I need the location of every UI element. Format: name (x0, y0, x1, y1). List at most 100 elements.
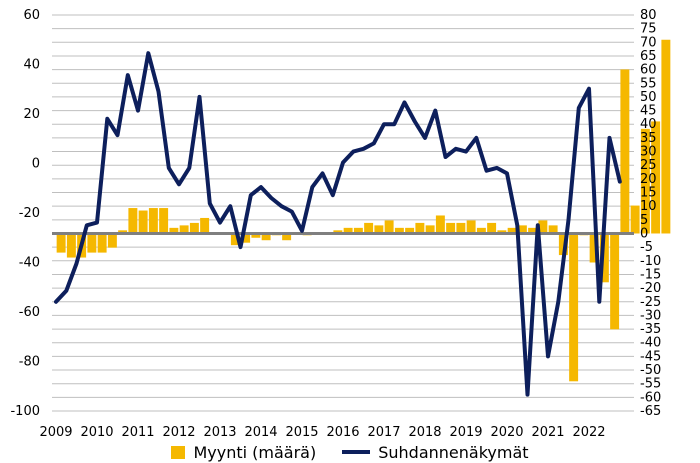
x-tick-label: 2012 (162, 425, 195, 440)
legend: Myynti (määrä) Suhdannenäkymät (0, 442, 700, 462)
right-tick-label: 60 (640, 63, 657, 78)
outlook-line-series (54, 51, 622, 397)
x-tick-label: 2015 (285, 425, 318, 440)
sales-bar (456, 222, 466, 234)
x-tick-label: 2011 (121, 425, 154, 440)
sales-bar (558, 233, 568, 256)
sales-bar (353, 227, 363, 234)
sales-bar (415, 222, 425, 234)
right-tick-label: 5 (640, 213, 648, 228)
sales-bar (87, 233, 97, 253)
x-tick-label: 2013 (203, 425, 236, 440)
sales-bar (97, 233, 107, 253)
right-tick-label: 50 (640, 90, 657, 105)
left-tick-label: -20 (19, 206, 40, 221)
sales-bar (476, 227, 486, 234)
left-tick-label: 40 (23, 58, 40, 73)
sales-bar (435, 215, 445, 234)
x-tick-label: 2022 (572, 425, 605, 440)
sales-bar (610, 233, 620, 330)
sales-bar (651, 121, 661, 234)
left-tick-label: -80 (19, 355, 40, 370)
left-tick-label: -100 (10, 404, 40, 419)
legend-item-outlook: Suhdannenäkymät (342, 443, 529, 462)
x-axis-ticks: 2009 2010 2011 2012 2013 2014 2015 2016 2017 2018… (39, 425, 605, 440)
sales-bar (620, 69, 630, 234)
sales-bar (169, 227, 179, 234)
sales-bar (548, 225, 558, 234)
legend-line-swatch (342, 450, 371, 454)
sales-bar (589, 233, 599, 263)
x-tick-label: 2021 (531, 425, 564, 440)
sales-bar (251, 233, 261, 238)
legend-label-sales: Myynti (määrä) (193, 442, 317, 462)
sales-bar (118, 230, 128, 234)
sales-bar (343, 227, 353, 234)
right-tick-label: -55 (640, 377, 661, 392)
right-tick-label: 55 (640, 76, 657, 91)
right-tick-label: 25 (640, 158, 657, 173)
sales-bar (66, 233, 76, 258)
x-tick-label: 2009 (39, 425, 72, 440)
right-tick-label: -15 (640, 267, 661, 282)
legend-item-sales: Myynti (määrä) (171, 443, 316, 462)
sales-bar (230, 233, 240, 246)
right-tick-label: 80 (640, 8, 657, 23)
right-tick-label: 20 (640, 172, 657, 187)
left-tick-label: -60 (19, 305, 40, 320)
sales-bar (374, 225, 384, 234)
right-tick-label: -25 (640, 295, 661, 310)
sales-bar (148, 208, 158, 234)
legend-bar-swatch (171, 445, 186, 459)
sales-bar (528, 227, 538, 234)
sales-bar (128, 208, 138, 234)
left-tick-label: 0 (32, 157, 40, 172)
sales-bar (364, 222, 374, 234)
right-axis-ticks: 80757065605550454035302520151050-5-10-15… (640, 8, 661, 419)
sales-bar (446, 222, 456, 234)
right-tick-label: -30 (640, 308, 661, 323)
right-tick-label: 70 (640, 35, 657, 50)
sales-bar (466, 220, 476, 234)
sales-bar (384, 220, 394, 234)
sales-bar (138, 210, 148, 234)
right-tick-label: -35 (640, 322, 661, 337)
sales-bar (405, 227, 415, 234)
x-tick-label: 2010 (80, 425, 113, 440)
sales-bar (261, 233, 271, 241)
x-tick-label: 2020 (490, 425, 523, 440)
sales-bar (179, 225, 189, 234)
sales-bar (241, 233, 251, 243)
right-tick-label: -40 (640, 336, 661, 351)
right-tick-label: 15 (640, 186, 657, 201)
sales-bar (630, 205, 640, 234)
sales-bar (640, 128, 650, 234)
outlook-line (54, 51, 622, 397)
sales-bar (107, 233, 117, 248)
sales-bar (189, 222, 199, 234)
sales-bar (394, 227, 404, 234)
right-tick-label: 45 (640, 104, 657, 119)
sales-bar (159, 208, 169, 234)
sales-bar (497, 230, 507, 234)
x-tick-label: 2019 (449, 425, 482, 440)
sales-bar (487, 222, 497, 234)
left-tick-label: 20 (23, 107, 40, 122)
sales-bar (425, 225, 435, 234)
x-tick-label: 2016 (326, 425, 359, 440)
right-tick-label: 65 (640, 49, 657, 64)
left-tick-label: 60 (23, 8, 40, 23)
left-axis-ticks: 60 40 20 0 -20 -40 -60 -80 -100 (10, 8, 40, 419)
sales-bar (599, 233, 609, 283)
right-tick-label: -60 (640, 390, 661, 405)
right-tick-label: 35 (640, 131, 657, 146)
right-tick-label: -45 (640, 349, 661, 364)
sales-bar (538, 220, 548, 234)
right-tick-label: 40 (640, 117, 657, 132)
sales-bar (333, 230, 343, 234)
sales-bar (517, 225, 527, 234)
sales-bar (507, 227, 517, 234)
right-tick-label: 75 (640, 22, 657, 37)
left-tick-label: -40 (19, 256, 40, 271)
sales-bar (56, 233, 66, 253)
